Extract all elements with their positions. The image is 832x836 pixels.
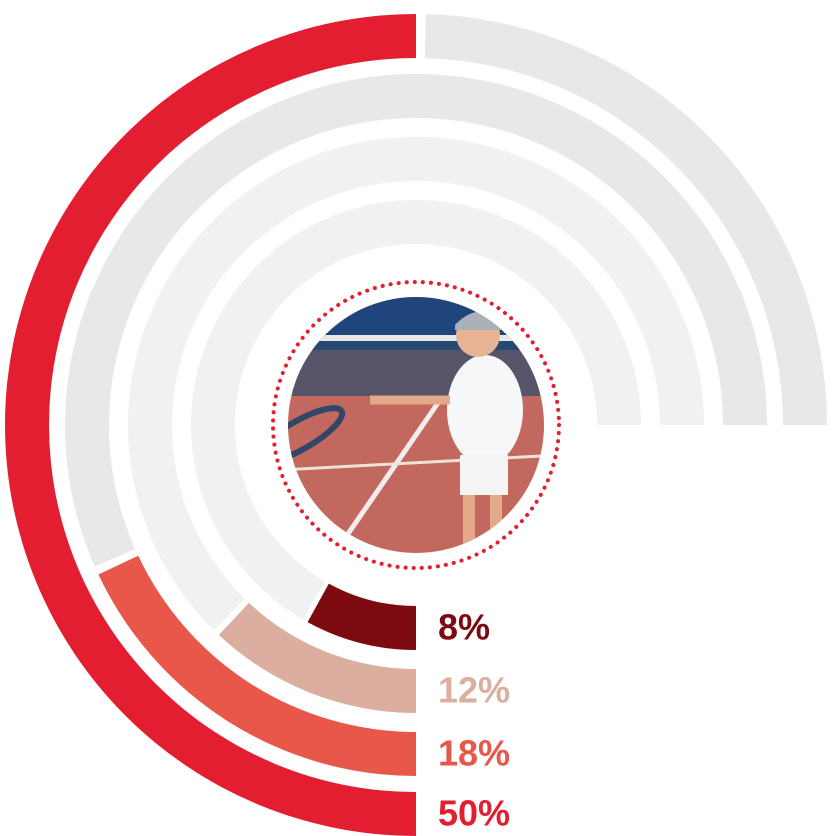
value-label: 50% [438,793,510,834]
value-label: 18% [438,733,510,774]
bar [98,555,417,776]
value-label: 8% [438,607,490,648]
bar [218,602,416,713]
track [127,137,705,631]
dotted-frame [271,280,561,570]
track [424,14,827,426]
rings [5,14,827,836]
bar [307,583,416,650]
value-label: 12% [438,670,510,711]
photo [288,297,544,553]
bar [5,14,416,836]
